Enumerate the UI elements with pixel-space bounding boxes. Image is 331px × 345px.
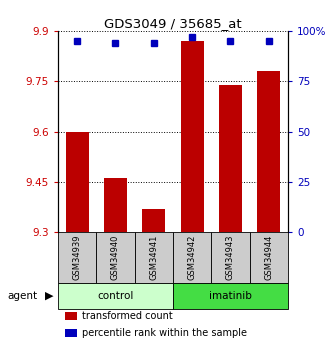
Text: GSM34942: GSM34942 — [188, 235, 197, 280]
Bar — [173, 283, 288, 309]
Text: GSM34944: GSM34944 — [264, 235, 273, 280]
Text: percentile rank within the sample: percentile rank within the sample — [82, 328, 247, 338]
Text: GSM34943: GSM34943 — [226, 235, 235, 280]
Bar — [142, 208, 165, 232]
Bar — [65, 312, 77, 320]
Bar — [211, 232, 250, 283]
Text: GSM34941: GSM34941 — [149, 235, 158, 280]
Bar — [257, 71, 280, 232]
Text: GSM34940: GSM34940 — [111, 235, 120, 280]
Text: GSM34939: GSM34939 — [72, 235, 82, 280]
Bar — [66, 131, 89, 232]
Bar — [250, 232, 288, 283]
Text: agent: agent — [7, 291, 37, 301]
Text: transformed count: transformed count — [82, 311, 173, 321]
Bar — [173, 232, 211, 283]
Bar — [58, 283, 173, 309]
Bar — [96, 232, 135, 283]
Text: control: control — [97, 291, 134, 301]
Bar — [219, 85, 242, 232]
Text: imatinib: imatinib — [209, 291, 252, 301]
Text: ▶: ▶ — [44, 291, 53, 301]
Bar — [181, 41, 204, 232]
Bar — [65, 329, 77, 337]
Bar — [135, 232, 173, 283]
Bar — [58, 232, 96, 283]
Title: GDS3049 / 35685_at: GDS3049 / 35685_at — [104, 17, 242, 30]
Bar — [104, 178, 127, 232]
